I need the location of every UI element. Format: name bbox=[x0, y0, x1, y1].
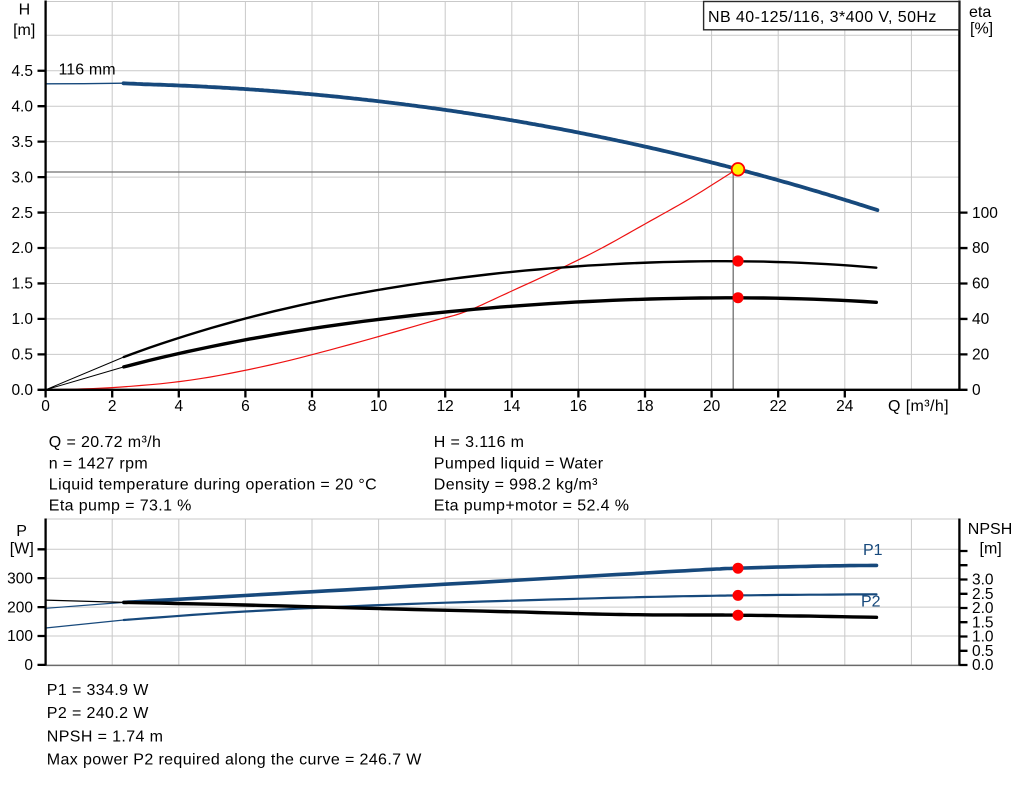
svg-text:12: 12 bbox=[437, 398, 454, 415]
svg-text:1.0: 1.0 bbox=[11, 311, 33, 328]
svg-text:18: 18 bbox=[636, 398, 653, 415]
svg-text:2.5: 2.5 bbox=[972, 586, 994, 603]
svg-text:[W]: [W] bbox=[10, 541, 34, 558]
svg-text:4.5: 4.5 bbox=[11, 63, 33, 80]
svg-text:3.5: 3.5 bbox=[11, 134, 33, 151]
svg-text:H = 3.116 m: H = 3.116 m bbox=[434, 434, 525, 451]
svg-text:2: 2 bbox=[108, 398, 117, 415]
svg-text:NPSH = 1.74 m: NPSH = 1.74 m bbox=[47, 728, 164, 745]
svg-text:200: 200 bbox=[7, 599, 33, 616]
svg-text:1.5: 1.5 bbox=[972, 615, 994, 632]
svg-text:Q = 20.72 m³/h: Q = 20.72 m³/h bbox=[49, 434, 161, 451]
svg-text:0.0: 0.0 bbox=[11, 382, 33, 399]
svg-text:24: 24 bbox=[836, 398, 854, 415]
svg-text:Max power P2 required along th: Max power P2 required along the curve = … bbox=[47, 752, 422, 769]
svg-text:40: 40 bbox=[972, 311, 990, 328]
svg-text:0: 0 bbox=[41, 398, 50, 415]
svg-text:16: 16 bbox=[570, 398, 587, 415]
svg-text:1.0: 1.0 bbox=[972, 629, 994, 646]
svg-text:P1 = 334.9 W: P1 = 334.9 W bbox=[47, 682, 149, 699]
svg-text:Liquid temperature during oper: Liquid temperature during operation = 20… bbox=[49, 476, 377, 493]
svg-text:0: 0 bbox=[972, 382, 981, 399]
svg-text:[m]: [m] bbox=[13, 22, 35, 39]
svg-text:14: 14 bbox=[503, 398, 521, 415]
svg-text:10: 10 bbox=[370, 398, 388, 415]
svg-text:2.0: 2.0 bbox=[972, 600, 994, 617]
svg-text:80: 80 bbox=[972, 240, 990, 257]
svg-text:P1: P1 bbox=[863, 542, 883, 559]
svg-text:20: 20 bbox=[972, 347, 990, 364]
svg-text:Density = 998.2 kg/m³: Density = 998.2 kg/m³ bbox=[434, 476, 598, 493]
svg-text:4.0: 4.0 bbox=[11, 98, 33, 115]
svg-text:3.0: 3.0 bbox=[11, 169, 33, 186]
svg-text:P2: P2 bbox=[861, 594, 881, 611]
svg-text:n = 1427 rpm: n = 1427 rpm bbox=[49, 455, 148, 472]
svg-text:[%]: [%] bbox=[970, 21, 993, 38]
svg-text:4: 4 bbox=[174, 398, 183, 415]
svg-text:60: 60 bbox=[972, 276, 990, 293]
svg-text:H: H bbox=[19, 2, 31, 19]
svg-text:0.5: 0.5 bbox=[972, 643, 994, 660]
svg-text:2.0: 2.0 bbox=[11, 240, 33, 257]
svg-text:1.5: 1.5 bbox=[11, 276, 33, 293]
svg-text:22: 22 bbox=[770, 398, 787, 415]
svg-text:100: 100 bbox=[972, 205, 998, 222]
svg-text:6: 6 bbox=[241, 398, 250, 415]
svg-text:P2 = 240.2 W: P2 = 240.2 W bbox=[47, 705, 149, 722]
svg-text:20: 20 bbox=[703, 398, 721, 415]
svg-text:116 mm: 116 mm bbox=[59, 62, 116, 79]
svg-text:NPSH: NPSH bbox=[968, 521, 1012, 538]
svg-text:2.5: 2.5 bbox=[11, 205, 33, 222]
svg-text:eta: eta bbox=[969, 4, 991, 21]
svg-text:Pumped liquid = Water: Pumped liquid = Water bbox=[434, 455, 604, 472]
svg-text:[m]: [m] bbox=[980, 541, 1002, 558]
svg-text:Eta pump+motor = 52.4 %: Eta pump+motor = 52.4 % bbox=[434, 498, 630, 515]
svg-text:Q [m³/h]: Q [m³/h] bbox=[888, 398, 949, 415]
svg-text:Eta pump = 73.1 %: Eta pump = 73.1 % bbox=[49, 498, 192, 515]
svg-text:0.0: 0.0 bbox=[972, 657, 994, 674]
svg-text:0: 0 bbox=[24, 657, 33, 674]
svg-text:NB 40-125/116, 3*400 V, 50Hz: NB 40-125/116, 3*400 V, 50Hz bbox=[708, 9, 937, 26]
svg-text:3.0: 3.0 bbox=[972, 572, 994, 589]
svg-text:300: 300 bbox=[7, 570, 33, 587]
svg-text:8: 8 bbox=[308, 398, 317, 415]
svg-text:P: P bbox=[16, 523, 27, 540]
svg-text:100: 100 bbox=[7, 628, 33, 645]
svg-text:0.5: 0.5 bbox=[11, 347, 33, 364]
